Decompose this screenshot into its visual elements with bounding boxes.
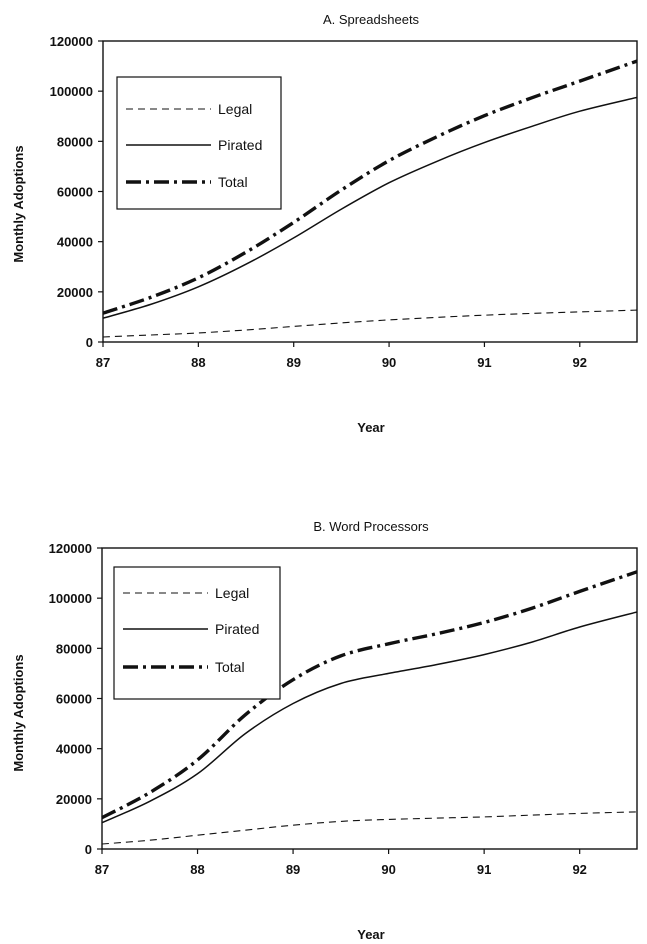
x-axis-label: Year bbox=[357, 927, 384, 942]
series-line-total bbox=[102, 59, 638, 315]
legend-label-total: Total bbox=[218, 174, 248, 190]
y-tick-label: 20000 bbox=[57, 285, 93, 300]
y-tick-label: 20000 bbox=[56, 792, 92, 807]
x-tick-label: 91 bbox=[477, 355, 491, 370]
x-tick-label: 87 bbox=[96, 355, 110, 370]
legend: Legal Pirated Total bbox=[116, 76, 282, 210]
series-lines bbox=[101, 570, 638, 845]
y-tick-label: 60000 bbox=[57, 185, 93, 200]
series-line-pirated bbox=[102, 96, 638, 319]
y-tick-label: 100000 bbox=[49, 591, 92, 606]
series-line-total bbox=[101, 570, 638, 820]
x-tick-label: 92 bbox=[573, 355, 587, 370]
x-tick-label: 92 bbox=[572, 862, 586, 877]
x-tick-label: 90 bbox=[381, 862, 395, 877]
y-tick-label: 60000 bbox=[56, 692, 92, 707]
x-tick-label: 89 bbox=[286, 355, 300, 370]
legend-box bbox=[116, 76, 282, 210]
y-tick-label: 40000 bbox=[56, 742, 92, 757]
chart-title: B. Word Processors bbox=[313, 519, 429, 534]
legend-label-legal: Legal bbox=[218, 101, 252, 117]
x-axis-ticks: 87 88 89 90 91 92 bbox=[95, 849, 587, 877]
x-tick-label: 89 bbox=[286, 862, 300, 877]
y-tick-label: 80000 bbox=[57, 134, 93, 149]
series-line-legal bbox=[101, 811, 638, 845]
x-tick-label: 91 bbox=[477, 862, 491, 877]
y-axis-label: Monthly Adoptions bbox=[11, 654, 26, 771]
x-tick-label: 87 bbox=[95, 862, 109, 877]
y-tick-label: 120000 bbox=[49, 541, 92, 556]
legend-label-pirated: Pirated bbox=[215, 621, 259, 637]
y-tick-label: 0 bbox=[86, 335, 93, 350]
legend-label-legal: Legal bbox=[215, 585, 249, 601]
legend-box bbox=[113, 566, 281, 700]
x-axis-ticks: 87 88 89 90 91 92 bbox=[96, 342, 587, 370]
legend-label-pirated: Pirated bbox=[218, 137, 262, 153]
x-tick-label: 88 bbox=[190, 862, 204, 877]
y-axis-label: Monthly Adoptions bbox=[11, 145, 26, 262]
y-tick-label: 120000 bbox=[50, 34, 93, 49]
y-axis-ticks: 0 20000 40000 60000 80000 100000 120000 bbox=[50, 34, 103, 350]
y-tick-label: 100000 bbox=[50, 84, 93, 99]
chart-panel-word-processors: B. Word Processors 0 20000 40000 60000 80000… bbox=[11, 519, 638, 942]
series-lines bbox=[102, 59, 638, 338]
y-axis-ticks: 0 20000 40000 60000 80000 100000 120000 bbox=[49, 541, 102, 857]
y-tick-label: 40000 bbox=[57, 235, 93, 250]
chart-panel-spreadsheets: A. Spreadsheets 0 20000 40000 60000 80000 100… bbox=[11, 12, 638, 435]
series-line-pirated bbox=[101, 611, 638, 824]
series-line-legal bbox=[102, 309, 638, 338]
legend-label-total: Total bbox=[215, 659, 245, 675]
x-axis-label: Year bbox=[357, 420, 384, 435]
y-tick-label: 0 bbox=[85, 842, 92, 857]
legend: Legal Pirated Total bbox=[113, 566, 281, 700]
chart-title: A. Spreadsheets bbox=[323, 12, 420, 27]
y-tick-label: 80000 bbox=[56, 641, 92, 656]
x-tick-label: 88 bbox=[191, 355, 205, 370]
x-tick-label: 90 bbox=[382, 355, 396, 370]
